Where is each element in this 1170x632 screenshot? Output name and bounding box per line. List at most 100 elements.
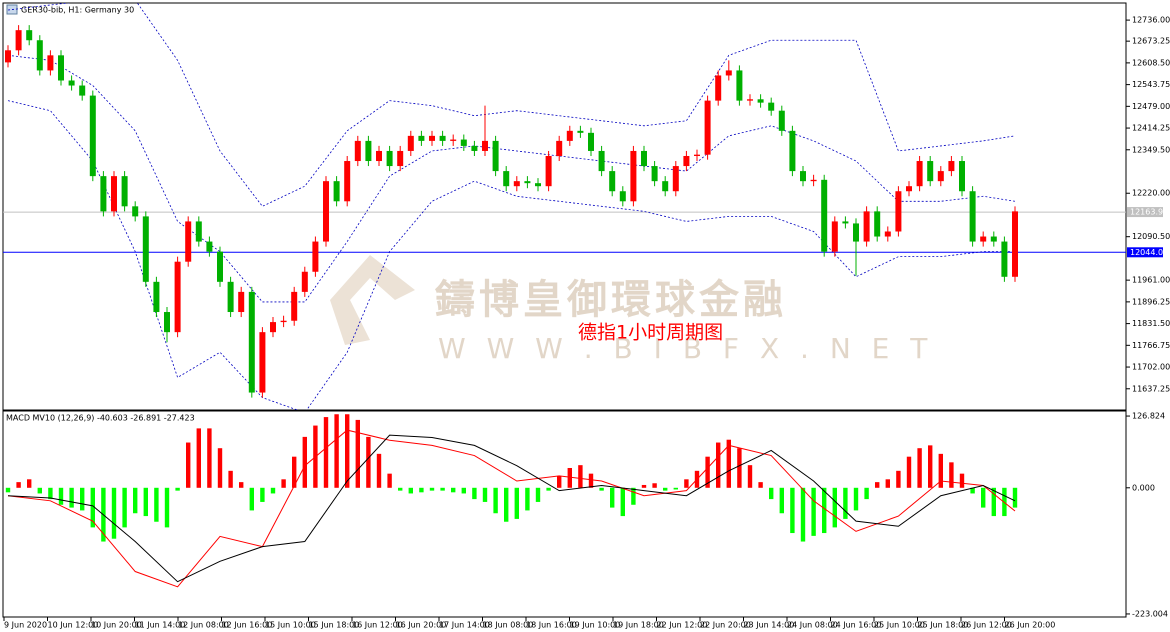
bollinger-band <box>7 54 1016 303</box>
x-tick-label: 26 Jun 20:00 <box>1005 621 1056 630</box>
histogram-bar <box>504 487 509 522</box>
histogram-bar <box>981 487 986 508</box>
y-tick-label: 12414.25 <box>1132 124 1170 133</box>
candle-body <box>810 179 817 182</box>
price-plot <box>3 3 1126 410</box>
histogram-bar <box>885 479 890 488</box>
macd-line <box>7 434 1016 583</box>
candle-body <box>704 100 711 155</box>
candle-body <box>874 211 881 237</box>
axes: 12736.00 12673.25 12608.50 12543.75 12479.00… <box>3 16 1170 630</box>
histogram-bar <box>228 470 233 488</box>
candle-body <box>821 179 828 252</box>
price-pane <box>2 2 1127 411</box>
histogram-bar <box>323 417 329 488</box>
candle-body <box>757 99 764 103</box>
candle-body <box>641 150 647 167</box>
x-tick-label: 17 Jun 14:00 <box>439 621 490 630</box>
histogram-bar <box>260 487 265 502</box>
candle-body <box>26 30 33 41</box>
candle-body <box>185 221 192 262</box>
candle-body <box>153 281 160 313</box>
y-tick-label: 12608.50 <box>1132 58 1170 67</box>
candle-body <box>121 176 128 207</box>
candle-body <box>1012 211 1018 277</box>
histogram-bar <box>345 414 350 488</box>
candle-body <box>927 161 934 182</box>
histogram-bar <box>90 487 95 528</box>
chart-title: GER30-bib, H1: Germany 30 <box>21 6 134 15</box>
candle-body <box>301 271 308 292</box>
histogram-bar <box>408 487 413 494</box>
candle-body <box>280 320 287 323</box>
histogram-bar <box>906 456 912 488</box>
macd-title: MACD MV10 (12,26,9) -40.603 -26.891 -27.… <box>6 414 195 423</box>
candle-body <box>248 291 255 393</box>
candle-body <box>503 171 510 187</box>
histogram-bar <box>164 487 170 528</box>
y-tick-label: 12736.00 <box>1132 16 1170 25</box>
candle-body <box>111 176 117 212</box>
price-label-box <box>1127 207 1163 218</box>
histogram-bar <box>705 456 710 488</box>
histogram-bar <box>991 487 996 517</box>
y-tick-label: 11961.00 <box>1132 276 1170 285</box>
x-tick-label: 26 Jun 12:00 <box>961 621 1012 630</box>
macd-line <box>7 429 1016 588</box>
histogram-bar <box>514 487 519 519</box>
histogram-bar <box>822 487 827 534</box>
price-label: 12163.9 <box>1130 208 1163 217</box>
candle-body <box>980 236 987 242</box>
histogram-bar <box>578 465 583 488</box>
histogram-bar <box>48 487 53 500</box>
x-tick-label: 12 Jun 08:00 <box>178 621 229 630</box>
histogram-bar <box>610 487 615 508</box>
histogram-bar <box>949 462 954 488</box>
histogram-bar <box>186 442 191 488</box>
y-tick-label: 126.824 <box>1132 412 1165 421</box>
candle-body <box>195 221 202 242</box>
y-tick-label: 11702.00 <box>1132 363 1170 372</box>
candle-body <box>238 291 245 313</box>
candle-body <box>831 221 838 252</box>
x-tick-label: 24 Jun 16:00 <box>831 621 882 630</box>
watermark: 鑄博皇御環球金融 W W W . B I B F X . N E T <box>330 255 927 365</box>
candle-body <box>662 181 669 192</box>
histogram-bar <box>790 487 795 534</box>
histogram-bar <box>387 473 392 488</box>
candle-body <box>132 206 139 217</box>
x-tick-label: 10 Jun 20:00 <box>91 621 142 630</box>
histogram-bar <box>80 487 85 511</box>
x-tick-label: 18 Jun 16:00 <box>526 621 577 630</box>
candle-body <box>715 75 722 101</box>
candle-body <box>577 130 584 133</box>
histogram-bar <box>249 487 254 511</box>
x-tick-label: 16 Jun 20:00 <box>396 621 447 630</box>
candle-body <box>47 55 54 71</box>
histogram-bar <box>217 448 223 488</box>
candle-body <box>524 181 531 184</box>
histogram-bar <box>758 482 763 488</box>
candle-body <box>683 155 690 167</box>
histogram-bar <box>673 487 678 490</box>
candle-body <box>164 312 170 333</box>
histogram-bar <box>557 476 562 488</box>
candle-body <box>312 241 319 272</box>
macd-pane <box>2 410 1127 618</box>
candle-body <box>174 261 181 333</box>
candle-body <box>89 95 96 177</box>
x-tick-label: 19 Jun 10:00 <box>570 621 621 630</box>
candle-body <box>482 140 488 151</box>
histogram-bar <box>196 428 201 488</box>
histogram-bar <box>959 473 965 488</box>
candle-body <box>58 55 64 81</box>
candle-body <box>736 70 743 101</box>
histogram-bar <box>737 448 742 488</box>
candle-body <box>1001 241 1008 277</box>
x-tick-label: 25 Jun 18:00 <box>918 621 969 630</box>
candle-body <box>471 145 478 151</box>
histogram-bar <box>917 448 922 488</box>
candle-body <box>142 216 149 282</box>
candle-body <box>895 191 902 232</box>
